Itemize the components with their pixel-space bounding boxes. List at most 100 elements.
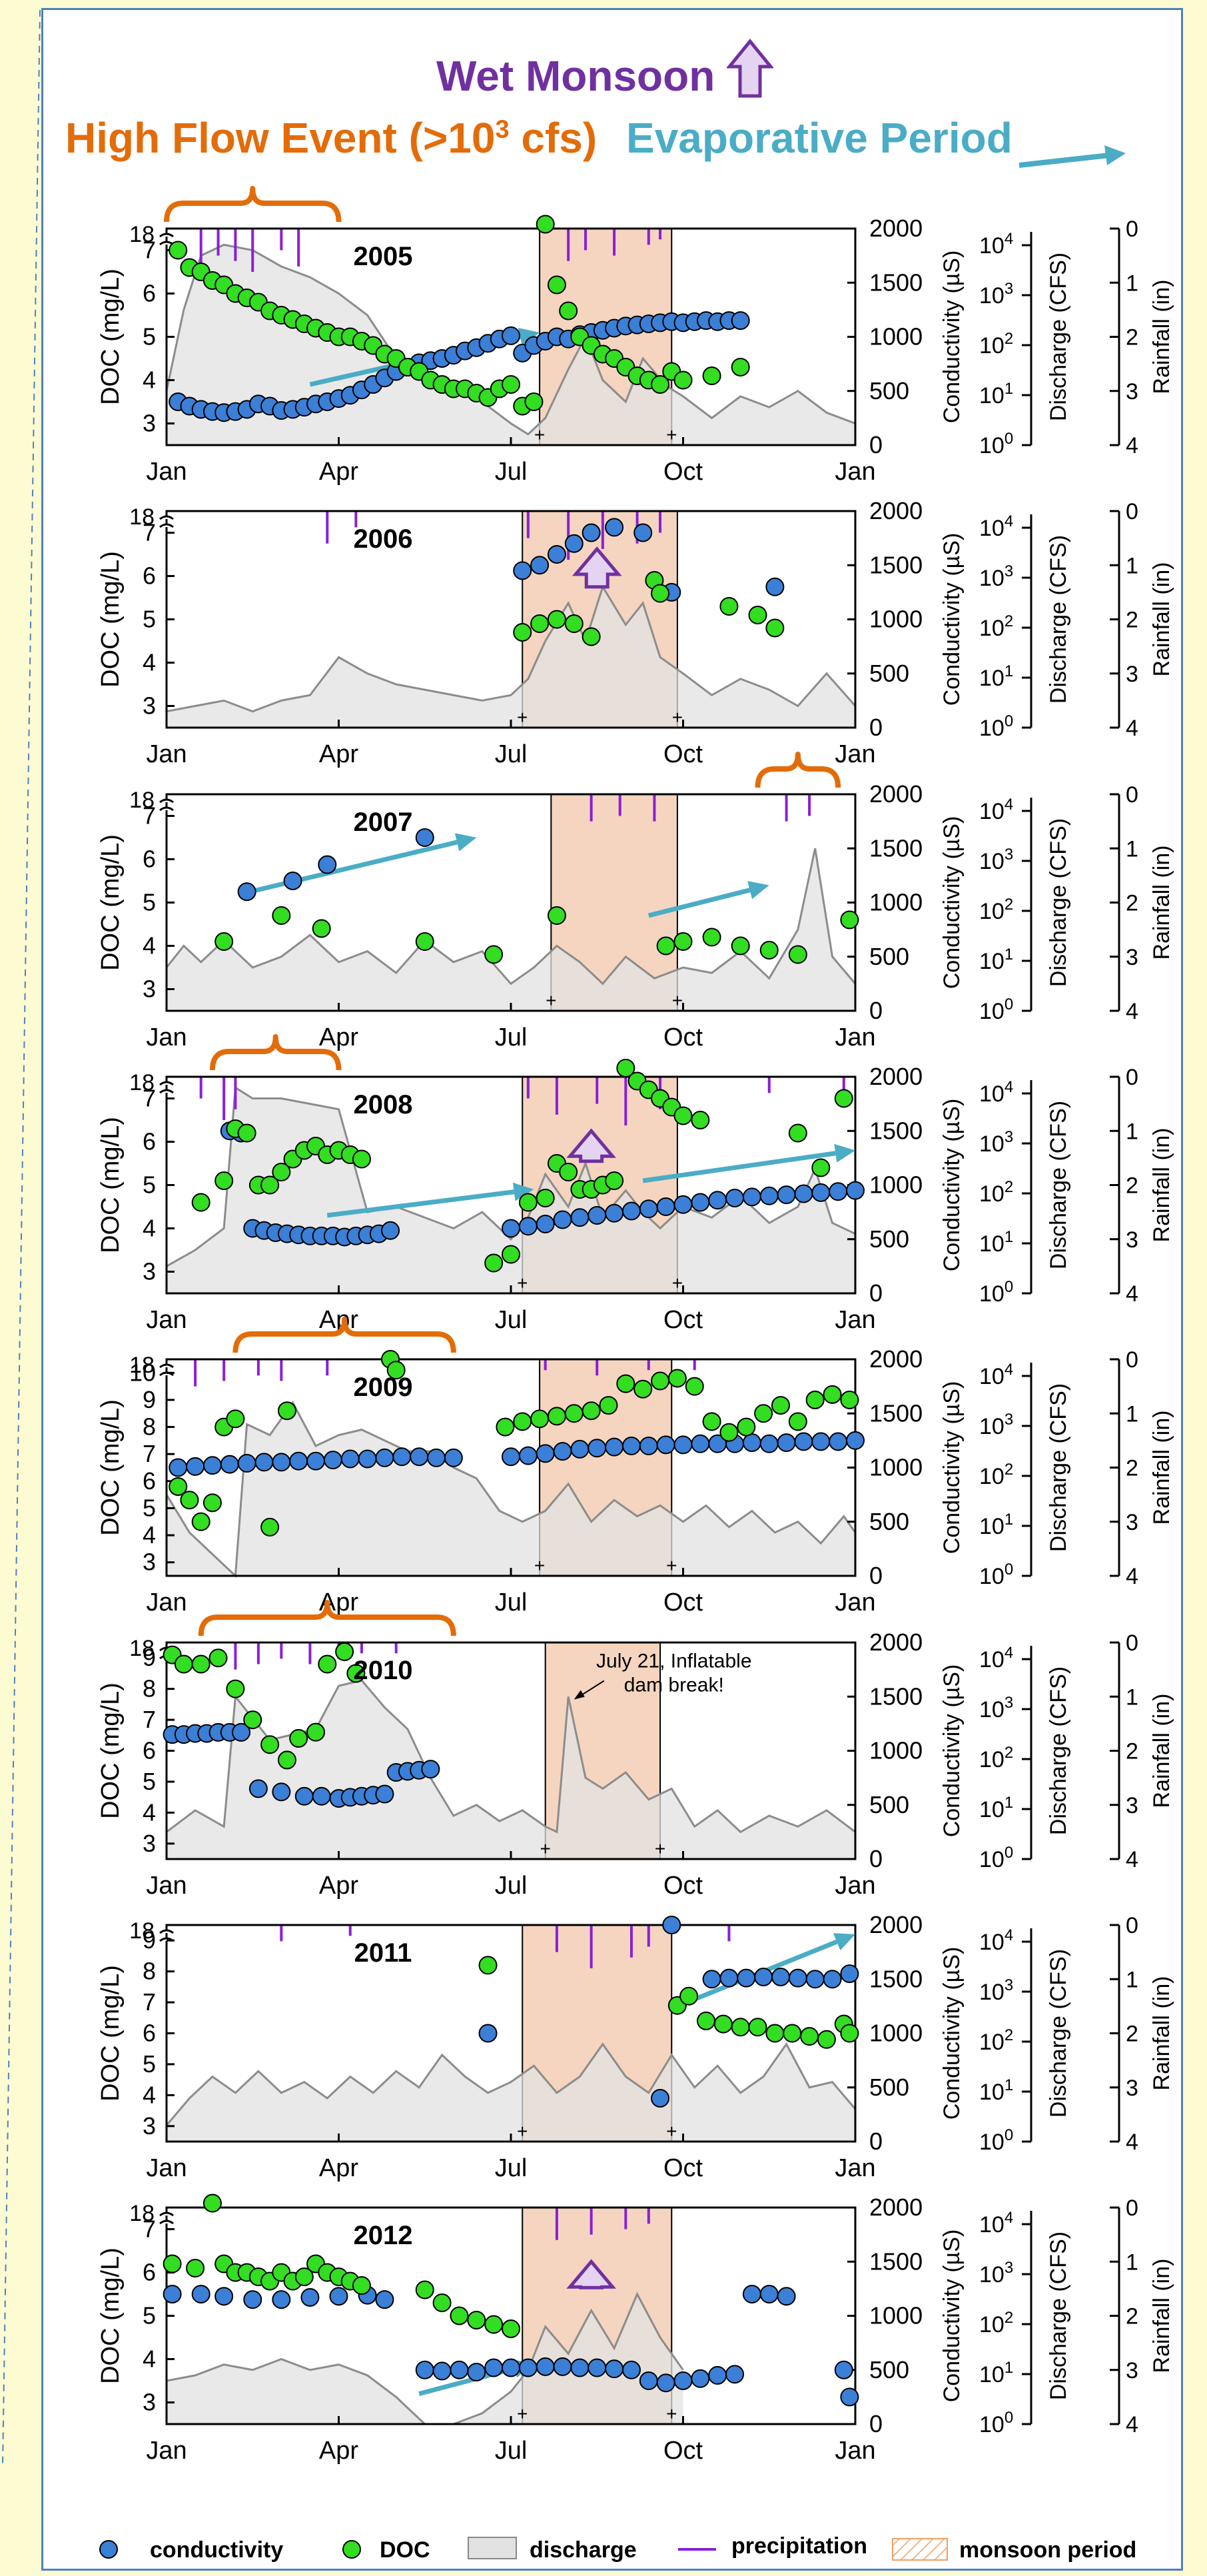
doc-point — [759, 941, 779, 960]
discharge-tick-exp: 3 — [1005, 1694, 1013, 1712]
discharge-tick-base: 10 — [979, 1181, 1005, 1207]
doc-point — [547, 906, 566, 925]
axis-break-mark — [159, 2212, 174, 2225]
doc-point — [496, 1417, 515, 1437]
doc-point — [169, 1477, 188, 1496]
doc-point — [237, 1123, 256, 1143]
discharge-tick-base: 10 — [979, 1647, 1005, 1672]
doc-point — [817, 2030, 836, 2049]
x-tick-label: Jul — [495, 458, 528, 486]
discharge-tick-exp: 1 — [1005, 2359, 1013, 2377]
cond-tick-label: 1000 — [869, 1737, 923, 1764]
doc-tick-label: 6 — [143, 1737, 156, 1764]
discharge-tick-base: 10 — [979, 2312, 1005, 2337]
discharge-tick-base: 10 — [979, 1847, 1005, 1872]
x-tick-label: Oct — [663, 2154, 703, 2182]
wet-monsoon-arrow-icon — [572, 546, 622, 589]
monsoon-marker: + — [666, 2403, 677, 2424]
doc-axis-label: DOC (mg/L) — [97, 2248, 125, 2384]
discharge-tick-base: 10 — [979, 433, 1005, 458]
discharge-tick-base: 10 — [979, 716, 1005, 741]
rain-tick-label: 3 — [1126, 2076, 1138, 2101]
doc-point — [702, 1412, 721, 1431]
x-tick-label: Oct — [663, 1589, 703, 1616]
doc-point — [685, 1377, 704, 1396]
x-tick-label: Jan — [146, 458, 187, 486]
discharge-line — [165, 1401, 857, 1579]
cond-axis-label-a: Conductivity ( — [939, 852, 965, 989]
doc-break-label: 18 — [129, 504, 155, 530]
discharge-tick-base: 10 — [979, 2212, 1005, 2238]
discharge-tick-label: 100 — [979, 1561, 1013, 1589]
doc-point — [582, 1401, 601, 1421]
legend-doc-marker — [342, 2540, 361, 2559]
evaporative-label: Evaporative Period — [626, 114, 1012, 162]
discharge-tick-base: 10 — [979, 1231, 1005, 1257]
discharge-tick-base: 10 — [979, 1281, 1005, 1307]
doc-axis-label: DOC (mg/L) — [97, 1399, 125, 1536]
doc-point — [306, 1722, 326, 1742]
x-tick-label: Apr — [319, 1872, 358, 1900]
cond-axis-label: Conductivity (µS) — [939, 533, 965, 706]
discharge-axis-label: Discharge (CFS) — [1046, 1949, 1071, 2118]
doc-tick-label: 3 — [143, 410, 156, 437]
monsoon-marker: + — [517, 1273, 528, 1293]
legend-monsoon-label: monsoon period — [959, 2537, 1136, 2563]
year-title: 2007 — [354, 808, 413, 837]
discharge-tick-exp: 3 — [1005, 280, 1013, 298]
doc-point — [633, 1379, 653, 1399]
doc-tick-label: 5 — [143, 1494, 156, 1521]
doc-point — [719, 1423, 739, 1442]
doc-tick-label: 6 — [143, 562, 156, 590]
discharge-tick-base: 10 — [979, 1980, 1005, 2005]
doc-tick-label: 5 — [143, 323, 156, 350]
doc-break-label: 18 — [129, 1353, 155, 1378]
doc-tick-label: 6 — [143, 1128, 156, 1155]
doc-point — [346, 1664, 366, 1683]
monsoon-marker: + — [546, 990, 556, 1011]
rain-tick-label: 2 — [1126, 1173, 1138, 1199]
x-tick-label: Oct — [663, 1306, 703, 1334]
discharge-axis-label: Discharge (CFS) — [1046, 535, 1071, 704]
conductivity-point — [421, 1760, 440, 1779]
discharge-tick-label: 101 — [979, 2359, 1013, 2387]
discharge-tick-label: 102 — [979, 612, 1013, 641]
doc-break-label: 18 — [129, 2201, 155, 2226]
high-flow-label-sup: 3 — [495, 115, 510, 144]
discharge-axis-label: Discharge (CFS) — [1046, 1101, 1071, 1269]
x-tick-label: Jul — [495, 1306, 528, 1334]
doc-point — [277, 1401, 296, 1421]
doc-point — [811, 1158, 831, 1177]
doc-tick-label: 4 — [143, 366, 156, 394]
cond-axis-label: Conductivity (µS) — [939, 1664, 965, 1838]
doc-point — [169, 241, 188, 260]
doc-point — [502, 2319, 520, 2338]
doc-point — [679, 1986, 699, 2006]
legend-discharge-swatch — [468, 2537, 517, 2559]
doc-tick-label: 8 — [143, 1413, 156, 1441]
doc-tick-label: 7 — [143, 1085, 156, 1112]
doc-point — [536, 215, 555, 234]
conductivity-point — [846, 1181, 865, 1200]
cond-axis-label: Conductivity (µS) — [939, 1947, 965, 2120]
high-flow-brace — [232, 1317, 456, 1353]
conductivity-point — [318, 855, 337, 874]
x-tick-label: Jan — [835, 1589, 875, 1616]
x-tick-label: Jan — [146, 1306, 187, 1334]
monsoon-marker: + — [672, 990, 683, 1011]
cond-tick-label: 2000 — [869, 780, 923, 808]
doc-tick-label: 3 — [143, 1830, 156, 1857]
cond-tick-label: 2000 — [869, 1911, 923, 1938]
doc-point — [260, 1735, 280, 1754]
doc-point — [691, 1111, 710, 1129]
discharge-tick-exp: 0 — [1005, 995, 1013, 1013]
conductivity-point — [633, 523, 653, 542]
cond-tick-label: 500 — [869, 2074, 909, 2101]
evaporative-arrow — [326, 1189, 515, 1218]
doc-axis-label: DOC (mg/L) — [97, 1965, 125, 2102]
x-tick-label: Oct — [663, 2437, 703, 2465]
